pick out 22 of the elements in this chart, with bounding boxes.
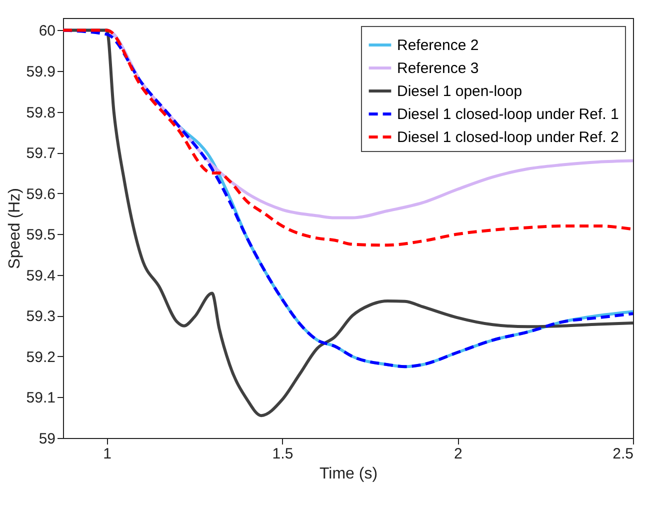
legend-label: Reference 3 [397,60,479,77]
legend-label: Diesel 1 closed-loop under Ref. 1 [397,106,619,123]
y-tick-label: 59.6 [26,186,56,203]
legend-label: Diesel 1 closed-loop under Ref. 2 [397,129,619,146]
x-tick-label: 1 [103,446,112,462]
x-tick-label: 2.5 [612,446,634,462]
y-tick-label: 60 [38,22,56,40]
x-axis-title: Time (s) [319,466,378,482]
y-tick-label: 59.3 [26,308,56,326]
y-tick-label: 59.2 [26,348,56,366]
x-tick-label: 1.5 [272,446,294,462]
legend-label: Diesel 1 open-loop [397,83,522,100]
y-axis-title: Speed (Hz) [6,188,24,269]
legend-label: Reference 2 [397,37,479,54]
y-tick-label: 59 [38,430,56,448]
y-tick-label: 59.4 [26,267,56,284]
y-tick-label: 59.7 [26,145,56,162]
x-tick-label: 2 [454,446,462,462]
y-tick-label: 59.8 [26,104,56,122]
y-tick-label: 59.5 [26,226,56,244]
y-tick-label: 59.1 [26,390,56,407]
y-tick-label: 59.9 [26,64,56,81]
